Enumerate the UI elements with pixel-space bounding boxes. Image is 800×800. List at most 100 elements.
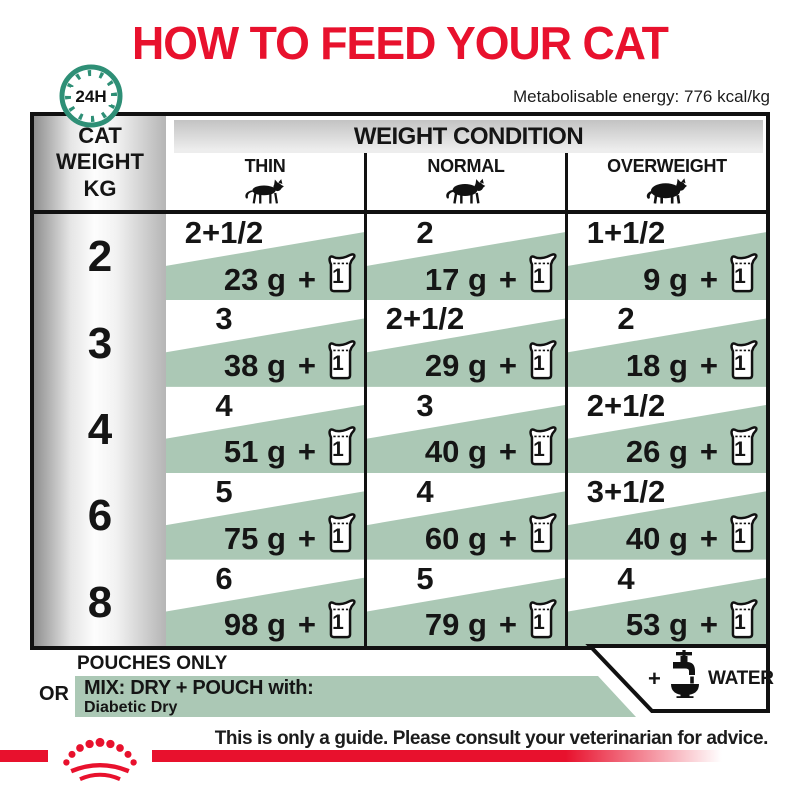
pouch-icon: 1 [325, 251, 356, 293]
dry-amount: 29 g + 1 [425, 338, 557, 381]
pouch-icon: 1 [727, 424, 758, 466]
pouch-icon: 1 [526, 424, 557, 466]
feeding-cell: 4 53 g + 1 [565, 559, 766, 647]
condition-columns-header: THIN NOR [166, 153, 766, 210]
pouch-icon: 1 [727, 338, 758, 380]
pouch-icon: 1 [325, 597, 356, 639]
grams-value: 79 g [424, 607, 487, 643]
feeding-cell: 6 98 g + 1 [166, 559, 364, 647]
dry-amount: 53 g + 1 [625, 597, 758, 643]
grams-value: 40 g [424, 434, 487, 470]
dry-amount: 17 g + 1 [424, 251, 557, 297]
dry-amount: 23 g + 1 [224, 251, 356, 297]
page-title: HOW TO FEED YOUR CAT [132, 17, 669, 69]
pouch-badge: 1 [332, 265, 344, 289]
feeding-cell: 5 79 g + 1 [364, 559, 565, 647]
feeding-cell: 2 18 g + 1 [565, 300, 766, 387]
weight-header-line: KG [83, 175, 117, 201]
pouch-count: 2+1/2 [586, 387, 666, 423]
plus-sign: + [297, 261, 316, 297]
feeding-data: 2+1/2 23 g + 1 2 17 g + 1 [166, 214, 766, 647]
plus-sign: + [297, 520, 316, 556]
thin-cat-icon [244, 179, 284, 204]
feeding-cell: 4 51 g + 1 [166, 386, 364, 474]
table-row: 6 98 g + 1 5 79 g + 1 [166, 559, 766, 647]
pouch-badge: 1 [332, 438, 344, 462]
dry-amount: 60 g + 1 [425, 511, 557, 556]
pouch-count: 4 [617, 560, 635, 596]
mix-option-bar: MIX: DRY + POUCH with: Diabetic Dry [75, 676, 636, 717]
grams-value: 75 g [223, 520, 286, 556]
pouch-badge: 1 [533, 351, 545, 375]
water-callout: + WATER [582, 643, 774, 715]
pouch-badge: 1 [332, 611, 344, 635]
grams-value: 51 g [223, 434, 286, 470]
plus-sign: + [699, 347, 718, 383]
dry-amount: 26 g + 1 [626, 424, 758, 470]
grams-value: 9 g [643, 261, 688, 297]
disclaimer-text: This is only a guide. Please consult you… [214, 728, 769, 749]
feeding-cell: 2 17 g + 1 [364, 214, 565, 301]
dry-amount: 79 g + 1 [424, 597, 557, 643]
feeding-cell: 1+1/2 9 g + 1 [565, 214, 766, 301]
pouch-count: 1+1/2 [586, 215, 666, 250]
weight-header-line: WEIGHT [56, 149, 144, 175]
mix-line-2: Diabetic Dry [84, 699, 178, 716]
water-label: WATER [708, 668, 774, 689]
plus-sign: + [699, 434, 718, 470]
plus-sign: + [297, 607, 316, 643]
grams-value: 17 g [424, 261, 487, 297]
weight-column-header: CAT WEIGHT KG [34, 123, 166, 202]
pouch-icon: 1 [526, 251, 557, 293]
pouch-count: 4 [215, 387, 233, 423]
pouch-icon: 1 [526, 338, 557, 380]
weight-value: 2 [87, 232, 113, 282]
pouch-count: 2 [617, 301, 635, 337]
normal-label: NORMAL [427, 156, 505, 176]
grams-value: 18 g [625, 347, 688, 383]
grams-value: 98 g [223, 607, 286, 643]
dry-amount: 98 g + 1 [223, 597, 356, 643]
grams-value: 40 g [625, 520, 688, 556]
pouch-icon: 1 [325, 424, 356, 466]
pouch-badge: 1 [332, 524, 344, 548]
weight-value: 3 [87, 318, 113, 368]
plus-sign: + [498, 520, 517, 556]
table-row: 3 38 g + 1 2+1/2 29 g + 1 [166, 300, 766, 387]
weight-value: 8 [87, 577, 113, 627]
pouch-badge: 1 [533, 438, 545, 462]
weight-values: 2 3 4 6 8 [34, 214, 166, 646]
pouch-icon: 1 [325, 511, 356, 553]
energy-note: Metabolisable energy: 776 kcal/kg [512, 87, 770, 106]
plus-sign: + [297, 434, 316, 470]
table-row: 5 75 g + 1 4 60 g + 1 [166, 473, 766, 560]
plus-sign: + [699, 261, 718, 297]
pouch-badge: 1 [533, 611, 545, 635]
weight-condition-header: WEIGHT CONDITION [174, 120, 763, 153]
thin-label: THIN [244, 156, 286, 176]
grams-value: 38 g [223, 347, 286, 383]
pouch-count: 5 [416, 560, 434, 596]
brand-red-band [0, 750, 744, 762]
water-callout-frame [585, 644, 770, 713]
pouch-badge: 1 [533, 524, 545, 548]
plus-sign: + [498, 434, 517, 470]
pouch-icon: 1 [727, 251, 758, 293]
royal-canin-crown-logo [48, 734, 152, 786]
dry-amount: 18 g + 1 [625, 338, 758, 383]
pouch-count: 2 [416, 215, 434, 250]
overweight-cat-icon [646, 178, 687, 204]
pouch-count: 2+1/2 [385, 301, 465, 337]
table-row: 2+1/2 23 g + 1 2 17 g + 1 [166, 214, 766, 301]
plus-sign: + [297, 347, 316, 383]
pouch-icon: 1 [526, 597, 557, 639]
or-label: OR [39, 683, 69, 705]
feeding-cell: 2+1/2 23 g + 1 [166, 214, 364, 301]
overweight-label: OVERWEIGHT [607, 156, 727, 176]
weight-value: 6 [87, 491, 113, 541]
grams-value: 53 g [625, 607, 688, 643]
weight-column-background [34, 116, 166, 646]
weight-header-line: CAT [78, 123, 122, 148]
pouch-icon: 1 [526, 511, 557, 553]
dry-amount: 40 g + 1 [625, 511, 758, 556]
